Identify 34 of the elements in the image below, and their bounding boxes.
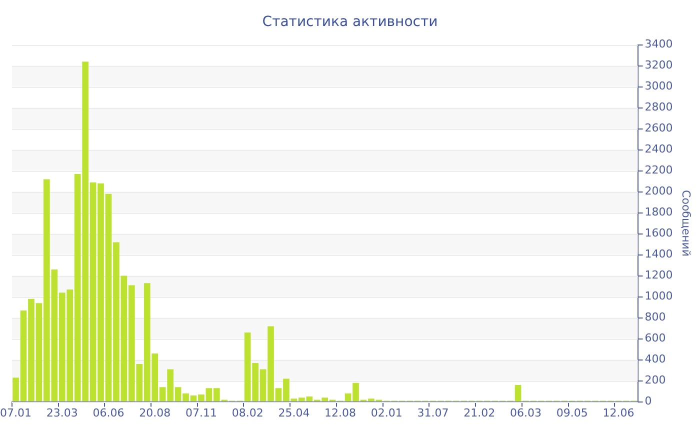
y-tick-label: 3000: [644, 80, 673, 93]
y-tick-label: 2800: [644, 100, 673, 114]
y-tick-label: 400: [644, 352, 666, 366]
x-tick-label: 09.05: [556, 406, 588, 420]
y-tick-label: 1200: [644, 268, 673, 282]
x-tick-label: 07.11: [185, 406, 217, 420]
x-tick-label: 12.06: [602, 406, 634, 420]
y-tick-label: 600: [644, 332, 666, 345]
x-tick-label: 21.02: [464, 406, 496, 420]
y-tick-label: 3200: [644, 58, 673, 72]
x-tick-label: 12.08: [324, 406, 356, 420]
x-tick-label: 20.08: [139, 406, 171, 420]
y-tick-label: 2200: [644, 164, 673, 177]
x-tick-label: 06.03: [510, 406, 542, 420]
y-tick-label: 3400: [644, 38, 673, 51]
x-tick-label: 07.01: [0, 406, 32, 420]
chart-title: Статистика активности: [262, 14, 438, 30]
x-tick-label: 25.04: [278, 406, 310, 420]
x-tick-label: 06.06: [92, 406, 124, 420]
x-tick-label: 08.02: [232, 406, 264, 420]
y-tick-label: 1600: [644, 226, 673, 240]
x-tick-label: 31.07: [417, 406, 449, 420]
y-tick-label: 800: [644, 310, 666, 324]
x-tick-label: 23.03: [46, 406, 78, 420]
y-tick-label: 2000: [644, 184, 673, 198]
y-tick-label: 200: [644, 374, 666, 387]
y-tick-label: 1800: [644, 206, 673, 219]
y-tick-label: 1000: [644, 290, 673, 303]
y-tick-label: 2400: [644, 142, 673, 156]
x-tick-label: 02.01: [370, 406, 402, 420]
y-tick-label: 0: [644, 394, 652, 408]
y-axis-title: Сообщений: [680, 190, 693, 257]
y-tick-label: 1400: [644, 248, 673, 261]
y-tick-label: 2600: [644, 122, 673, 135]
